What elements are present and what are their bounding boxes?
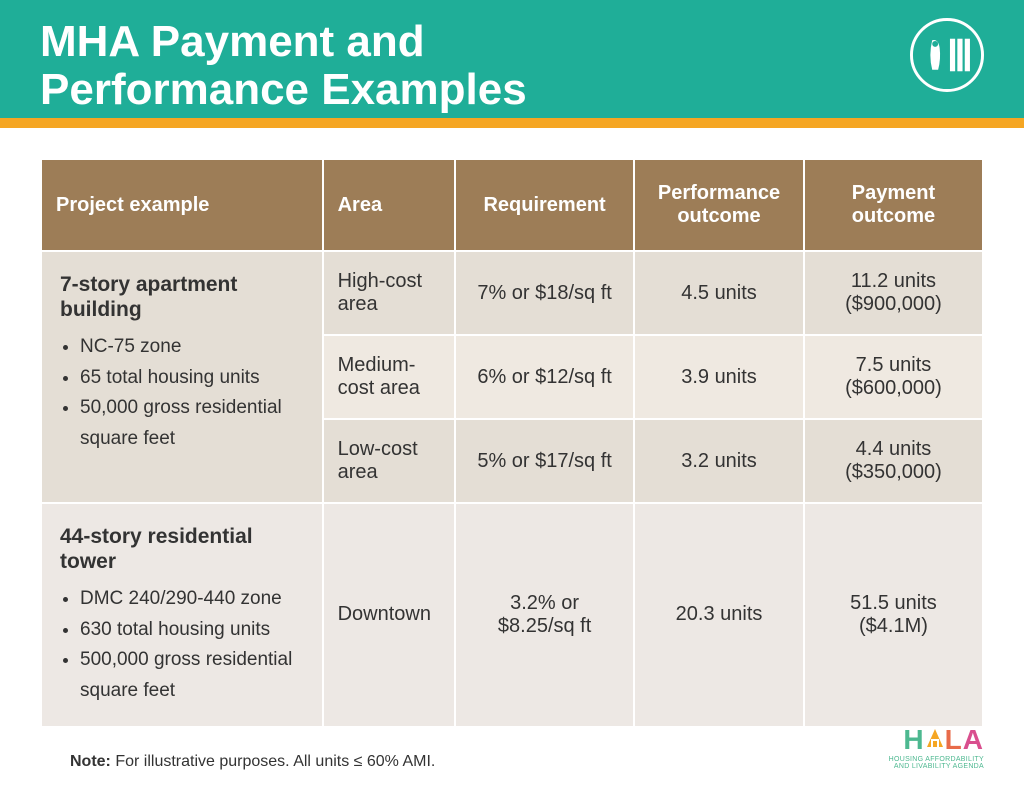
- performance-cell: 4.5 units: [635, 252, 803, 334]
- performance-cell: 20.3 units: [635, 504, 803, 726]
- payment-cell: 7.5 units ($600,000): [805, 336, 982, 418]
- table-header-row: Project example Area Requirement Perform…: [42, 160, 982, 250]
- area-cell: Downtown: [324, 504, 454, 726]
- list-item: NC-75 zone: [80, 332, 304, 362]
- content-area: Project example Area Requirement Perform…: [0, 128, 1024, 728]
- performance-cell: 3.9 units: [635, 336, 803, 418]
- col-project: Project example: [42, 160, 322, 250]
- page-title: MHA Payment and Performance Examples: [40, 18, 527, 115]
- accent-bar: [0, 118, 1024, 128]
- footer: Note: For illustrative purposes. All uni…: [0, 725, 1024, 771]
- col-performance: Performance outcome: [635, 160, 803, 250]
- project-bullets: DMC 240/290-440 zone 630 total housing u…: [80, 584, 304, 706]
- col-requirement: Requirement: [456, 160, 633, 250]
- requirement-cell: 5% or $17/sq ft: [456, 420, 633, 502]
- requirement-cell: 6% or $12/sq ft: [456, 336, 633, 418]
- hala-tagline: HOUSING AFFORDABILITY AND LIVABILITY AGE…: [889, 756, 984, 771]
- requirement-cell: 7% or $18/sq ft: [456, 252, 633, 334]
- requirement-cell: 3.2% or $8.25/sq ft: [456, 504, 633, 726]
- list-item: 500,000 gross residential square feet: [80, 645, 304, 706]
- payment-cell: 11.2 units ($900,000): [805, 252, 982, 334]
- list-item: DMC 240/290-440 zone: [80, 584, 304, 614]
- hala-wordmark: HLA: [889, 725, 984, 754]
- col-area: Area: [324, 160, 454, 250]
- project-bullets: NC-75 zone 65 total housing units 50,000…: [80, 332, 304, 454]
- payment-cell: 4.4 units ($350,000): [805, 420, 982, 502]
- footnote: Note: For illustrative purposes. All uni…: [40, 753, 435, 771]
- header-banner: MHA Payment and Performance Examples: [0, 0, 1024, 118]
- area-cell: Low-cost area: [324, 420, 454, 502]
- title-line-1: MHA Payment and: [40, 17, 425, 66]
- performance-cell: 3.2 units: [635, 420, 803, 502]
- table-row: 7-story apartment building NC-75 zone 65…: [42, 252, 982, 334]
- note-label: Note:: [70, 753, 111, 770]
- project-cell: 44-story residential tower DMC 240/290-4…: [42, 504, 322, 726]
- list-item: 50,000 gross residential square feet: [80, 393, 304, 454]
- title-line-2: Performance Examples: [40, 65, 527, 114]
- city-seal-icon: [910, 18, 984, 92]
- table-row: 44-story residential tower DMC 240/290-4…: [42, 504, 982, 726]
- area-cell: Medium-cost area: [324, 336, 454, 418]
- area-cell: High-cost area: [324, 252, 454, 334]
- list-item: 65 total housing units: [80, 363, 304, 393]
- hala-logo: HLA HOUSING AFFORDABILITY AND LIVABILITY…: [889, 725, 984, 771]
- project-cell: 7-story apartment building NC-75 zone 65…: [42, 252, 322, 502]
- project-title: 7-story apartment building: [60, 272, 304, 322]
- col-payment: Payment outcome: [805, 160, 982, 250]
- list-item: 630 total housing units: [80, 615, 304, 645]
- project-title: 44-story residential tower: [60, 524, 304, 574]
- note-text: For illustrative purposes. All units ≤ 6…: [111, 753, 435, 770]
- examples-table: Project example Area Requirement Perform…: [40, 158, 984, 728]
- payment-cell: 51.5 units ($4.1M): [805, 504, 982, 726]
